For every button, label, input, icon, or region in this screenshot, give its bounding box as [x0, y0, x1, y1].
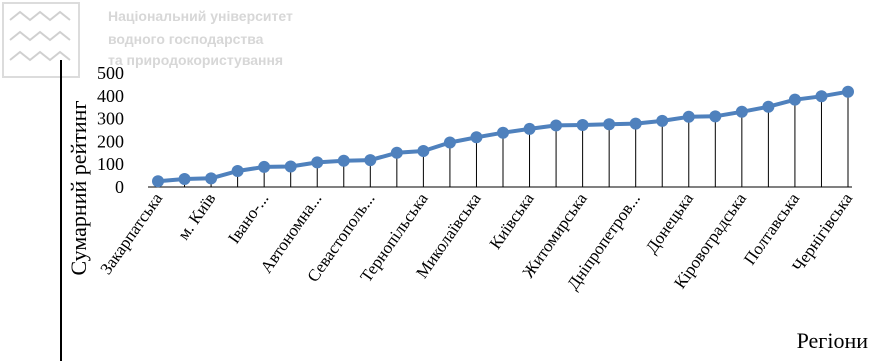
data-point: [470, 131, 483, 144]
x-axis-title: Регіони: [797, 328, 869, 353]
data-point: [603, 118, 616, 131]
data-point: [205, 172, 218, 185]
data-point: [284, 160, 297, 173]
data-point: [656, 114, 669, 127]
y-tick-label: 500: [97, 63, 124, 83]
data-point: [337, 154, 350, 167]
data-point: [762, 100, 775, 113]
x-tick-label: Івано-...: [224, 189, 272, 247]
data-point: [629, 117, 642, 130]
x-tick-label: Київська: [486, 189, 538, 253]
data-point: [364, 154, 377, 167]
data-point: [550, 119, 563, 132]
data-point: [258, 160, 271, 173]
data-point: [842, 85, 854, 98]
y-axis-title: Сумарний рейтинг: [66, 101, 91, 276]
chart-frame: [60, 60, 872, 361]
data-point: [311, 156, 324, 169]
y-tick-label: 100: [97, 154, 124, 174]
data-point: [735, 105, 748, 118]
data-point: [152, 175, 164, 188]
y-tick-label: 0: [115, 177, 124, 197]
data-point: [417, 144, 430, 157]
y-tick-label: 200: [97, 131, 124, 151]
x-tick-label: м. Київ: [174, 189, 220, 243]
data-point: [788, 93, 801, 106]
x-tick-label: Донецька: [642, 189, 697, 257]
data-point: [497, 126, 509, 139]
data-point: [576, 118, 589, 131]
x-axis-labels: Закарпатська м. Київ Івано-...Автономна...…: [96, 189, 856, 293]
data-point: [443, 136, 456, 149]
data-point: [231, 165, 244, 178]
x-tick-label: Закарпатська: [96, 189, 166, 278]
data-markers: [152, 85, 854, 188]
data-point: [682, 110, 695, 123]
y-tick-label: 300: [97, 109, 124, 129]
data-point: [178, 173, 191, 186]
data-point: [815, 90, 828, 103]
y-tick-label: 400: [97, 86, 124, 106]
data-point: [709, 110, 722, 123]
data-point: [523, 122, 536, 135]
drop-lines: [157, 91, 849, 187]
data-point: [390, 146, 403, 159]
